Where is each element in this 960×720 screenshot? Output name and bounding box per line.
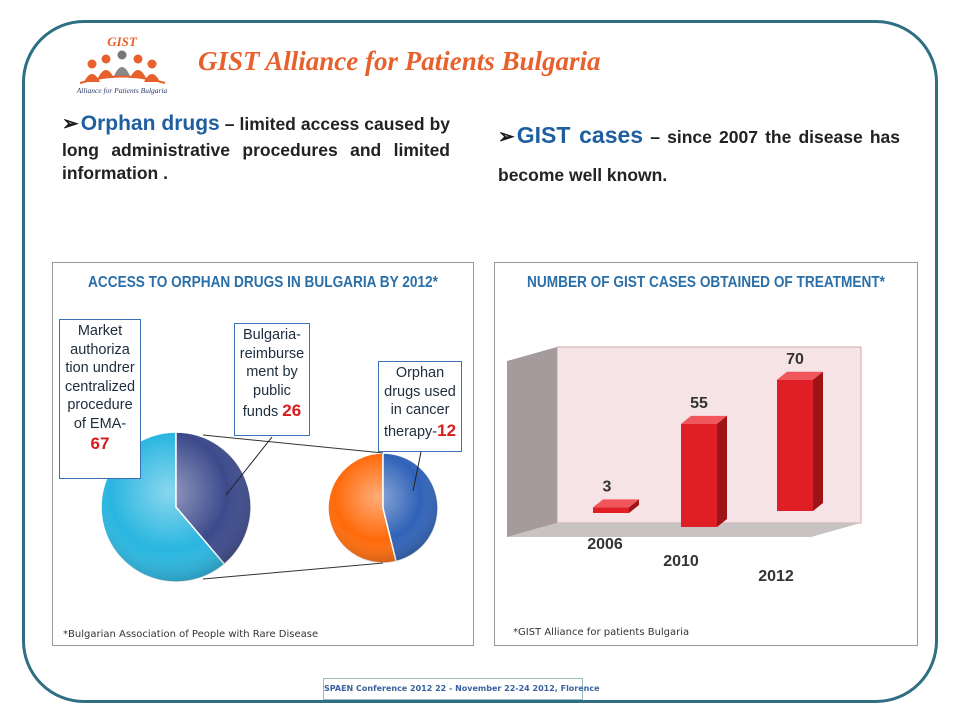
callout-leader-public-funds — [225, 436, 273, 496]
pie-connector-top — [202, 434, 384, 454]
bar-value-label: 55 — [690, 395, 708, 412]
gist-alliance-logo: GIST Alliance for Patients Bulgaria — [76, 34, 168, 95]
callout-cancer-therapy-value: 12 — [437, 420, 457, 440]
category-label: 2010 — [663, 553, 699, 570]
chart-footnote: *GIST Alliance for patients Bulgaria — [513, 627, 690, 638]
bar-value-label: 3 — [603, 478, 612, 495]
category-label: 2012 — [758, 568, 794, 585]
page-title: GIST Alliance for Patients Bulgaria — [198, 46, 601, 76]
chart-title-text: NUMBER OF GIST CASES OBTAINED OF TREATME… — [527, 274, 885, 291]
callout-public-funds: Bulgaria- reimburse ment by public funds… — [234, 323, 310, 436]
bullet-text: – limited access caused by long administ… — [62, 114, 450, 184]
callout-ema: Market authoriza tion undrer centralized… — [59, 319, 141, 479]
svg-text:Alliance for Patients Bulgaria: Alliance for Patients Bulgaria — [76, 86, 168, 95]
orphan-drugs-chart-panel: ACCESS TO ORPHAN DRUGS IN BULGARIA BY 20… — [52, 262, 474, 646]
bullet-orphan-drugs: ➢Orphan drugs – limited access caused by… — [62, 110, 450, 186]
bar-top — [777, 371, 823, 380]
bar-side — [717, 415, 727, 527]
bar-side — [629, 499, 639, 513]
svg-text:GIST: GIST — [107, 34, 138, 49]
chart-title-text: ACCESS TO ORPHAN DRUGS IN BULGARIA BY 20… — [88, 274, 438, 291]
chart-title: NUMBER OF GIST CASES OBTAINED OF TREATME… — [520, 271, 891, 294]
gist-cases-chart-panel: NUMBER OF GIST CASES OBTAINED OF TREATME… — [494, 262, 918, 646]
bullet-lead: GIST cases — [516, 122, 644, 148]
category-label: 2006 — [587, 536, 623, 553]
chart-footnote: *Bulgarian Association of People with Ra… — [63, 629, 319, 640]
callout-public-funds-value: 26 — [282, 401, 302, 421]
bullet-lead: Orphan drugs — [80, 112, 220, 135]
bullet-gist-cases: ➢GIST cases – since 2007 the disease has… — [498, 112, 900, 193]
bar-top — [593, 499, 639, 508]
arrow-bullet-icon: ➢ — [62, 113, 79, 135]
conference-footer: SPAEN Conference 2012 22 - November 22-2… — [323, 678, 600, 700]
chart-title: ACCESS TO ORPHAN DRUGS IN BULGARIA BY 20… — [78, 271, 448, 294]
bar-chart: 3 2006 55 2010 70 2012 — [507, 346, 862, 585]
chart-floor — [507, 523, 861, 537]
slide-frame — [22, 20, 938, 703]
chart-side-wall — [507, 347, 557, 537]
callout-cancer-therapy: Orphan drugs used in cancer therapy-12 — [378, 361, 462, 452]
bar-side — [813, 371, 823, 511]
arrow-bullet-icon: ➢ — [498, 126, 515, 148]
bar — [777, 379, 813, 511]
callout-ema-value: 67 — [90, 434, 110, 454]
bar-value-label: 70 — [786, 351, 804, 368]
bar-top — [681, 415, 727, 424]
pie-connector-bottom — [202, 562, 384, 580]
bullet-text: – since 2007 the disease has become well… — [498, 127, 900, 185]
bar — [681, 423, 717, 527]
callout-public-funds-text: Bulgaria- reimburse ment by public funds — [239, 327, 305, 421]
bar — [593, 507, 629, 513]
callout-cancer-therapy-text: Orphan drugs used in cancer therapy- — [383, 365, 456, 440]
pie-small-shading — [328, 453, 438, 563]
callout-leader-cancer-therapy — [412, 451, 422, 492]
callout-ema-text: Market authoriza tion undrer centralized… — [64, 323, 136, 432]
